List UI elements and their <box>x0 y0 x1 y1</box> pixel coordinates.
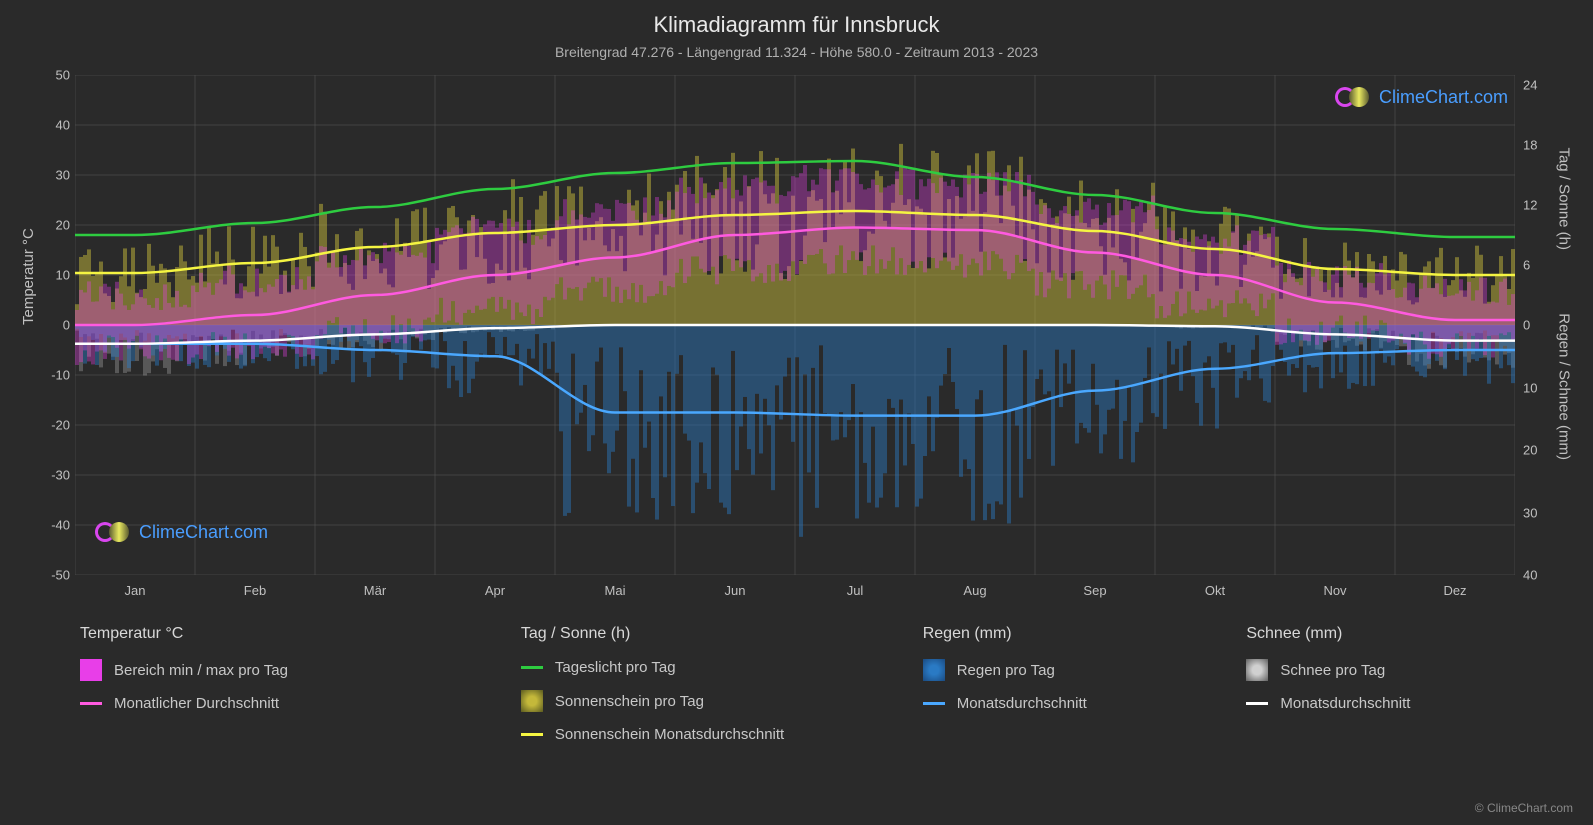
y-tick-right: 6 <box>1523 258 1553 273</box>
legend-item: Sonnenschein pro Tag <box>521 690 873 712</box>
watermark-bottom: ClimeChart.com <box>95 520 268 544</box>
watermark-text: ClimeChart.com <box>139 522 268 543</box>
legend-item: Monatsdurchschnitt <box>923 695 1197 712</box>
y-tick-right: 10 <box>1523 380 1553 395</box>
y-tick-right: 24 <box>1523 78 1553 93</box>
y-tick-left: 20 <box>40 218 70 233</box>
y-tick-left: 40 <box>40 118 70 133</box>
legend-line-icon <box>80 702 102 705</box>
x-tick-month: Apr <box>485 583 505 598</box>
legend-swatch-icon <box>521 690 543 712</box>
legend-swatch-icon <box>1246 659 1268 681</box>
legend-label: Schnee pro Tag <box>1280 662 1385 679</box>
x-tick-month: Jul <box>847 583 864 598</box>
copyright-text: © ClimeChart.com <box>1475 801 1573 815</box>
legend-header: Tag / Sonne (h) <box>521 625 873 643</box>
y-tick-left: -10 <box>40 368 70 383</box>
y-tick-right: 30 <box>1523 505 1553 520</box>
watermark-top: ClimeChart.com <box>1335 85 1508 109</box>
y-tick-left: -20 <box>40 418 70 433</box>
legend-label: Sonnenschein pro Tag <box>555 693 704 710</box>
y-tick-left: 30 <box>40 168 70 183</box>
x-tick-month: Mai <box>605 583 626 598</box>
legend-label: Monatsdurchschnitt <box>1280 695 1410 712</box>
legend-swatch-icon <box>80 659 102 681</box>
y-tick-left: -40 <box>40 518 70 533</box>
y-axis-right-bottom-label: Regen / Schnee (mm) <box>1556 313 1573 460</box>
legend-item: Bereich min / max pro Tag <box>80 659 471 681</box>
x-tick-month: Aug <box>963 583 986 598</box>
legend-item: Schnee pro Tag <box>1246 659 1520 681</box>
y-axis-right-top-label: Tag / Sonne (h) <box>1556 147 1573 250</box>
y-tick-left: 0 <box>40 318 70 333</box>
legend-swatch-icon <box>923 659 945 681</box>
legend-label: Tageslicht pro Tag <box>555 659 676 676</box>
chart-svg <box>75 75 1515 575</box>
legend: Temperatur °C Bereich min / max pro Tag Mo… <box>80 625 1520 743</box>
x-tick-month: Feb <box>244 583 266 598</box>
watermark-logo-icon <box>95 520 133 544</box>
y-tick-right: 18 <box>1523 138 1553 153</box>
x-tick-month: Okt <box>1205 583 1225 598</box>
legend-label: Regen pro Tag <box>957 662 1055 679</box>
chart-title: Klimadiagramm für Innsbruck <box>0 0 1593 38</box>
legend-line-icon <box>521 666 543 669</box>
y-tick-left: -30 <box>40 468 70 483</box>
legend-column: Temperatur °C Bereich min / max pro Tag Mo… <box>80 625 471 743</box>
legend-item: Regen pro Tag <box>923 659 1197 681</box>
y-tick-left: -50 <box>40 568 70 583</box>
y-axis-left-label: Temperatur °C <box>20 228 37 325</box>
y-tick-right: 20 <box>1523 443 1553 458</box>
legend-header: Schnee (mm) <box>1246 625 1520 643</box>
legend-column: Schnee (mm) Schnee pro Tag Monatsdurchschn… <box>1246 625 1520 743</box>
legend-header: Temperatur °C <box>80 625 471 643</box>
legend-column: Tag / Sonne (h) Tageslicht pro Tag Sonnens… <box>521 625 873 743</box>
x-tick-month: Sep <box>1083 583 1106 598</box>
chart-container <box>75 75 1515 575</box>
watermark-logo-icon <box>1335 85 1373 109</box>
legend-label: Monatsdurchschnitt <box>957 695 1087 712</box>
x-tick-month: Jun <box>725 583 746 598</box>
x-tick-month: Mär <box>364 583 386 598</box>
y-tick-right: 40 <box>1523 568 1553 583</box>
watermark-text: ClimeChart.com <box>1379 87 1508 108</box>
legend-column: Regen (mm) Regen pro Tag Monatsdurchschnit… <box>923 625 1197 743</box>
legend-item: Sonnenschein Monatsdurchschnitt <box>521 726 873 743</box>
x-tick-month: Jan <box>125 583 146 598</box>
legend-header: Regen (mm) <box>923 625 1197 643</box>
legend-line-icon <box>923 702 945 705</box>
legend-label: Sonnenschein Monatsdurchschnitt <box>555 726 784 743</box>
y-tick-left: 10 <box>40 268 70 283</box>
legend-item: Tageslicht pro Tag <box>521 659 873 676</box>
legend-label: Monatlicher Durchschnitt <box>114 695 279 712</box>
x-tick-month: Nov <box>1323 583 1346 598</box>
chart-subtitle: Breitengrad 47.276 - Längengrad 11.324 -… <box>0 38 1593 60</box>
y-tick-right: 12 <box>1523 198 1553 213</box>
y-tick-right: 0 <box>1523 318 1553 333</box>
x-tick-month: Dez <box>1443 583 1466 598</box>
legend-item: Monatlicher Durchschnitt <box>80 695 471 712</box>
legend-line-icon <box>1246 702 1268 705</box>
legend-line-icon <box>521 733 543 736</box>
legend-item: Monatsdurchschnitt <box>1246 695 1520 712</box>
legend-label: Bereich min / max pro Tag <box>114 662 288 679</box>
y-tick-left: 50 <box>40 68 70 83</box>
